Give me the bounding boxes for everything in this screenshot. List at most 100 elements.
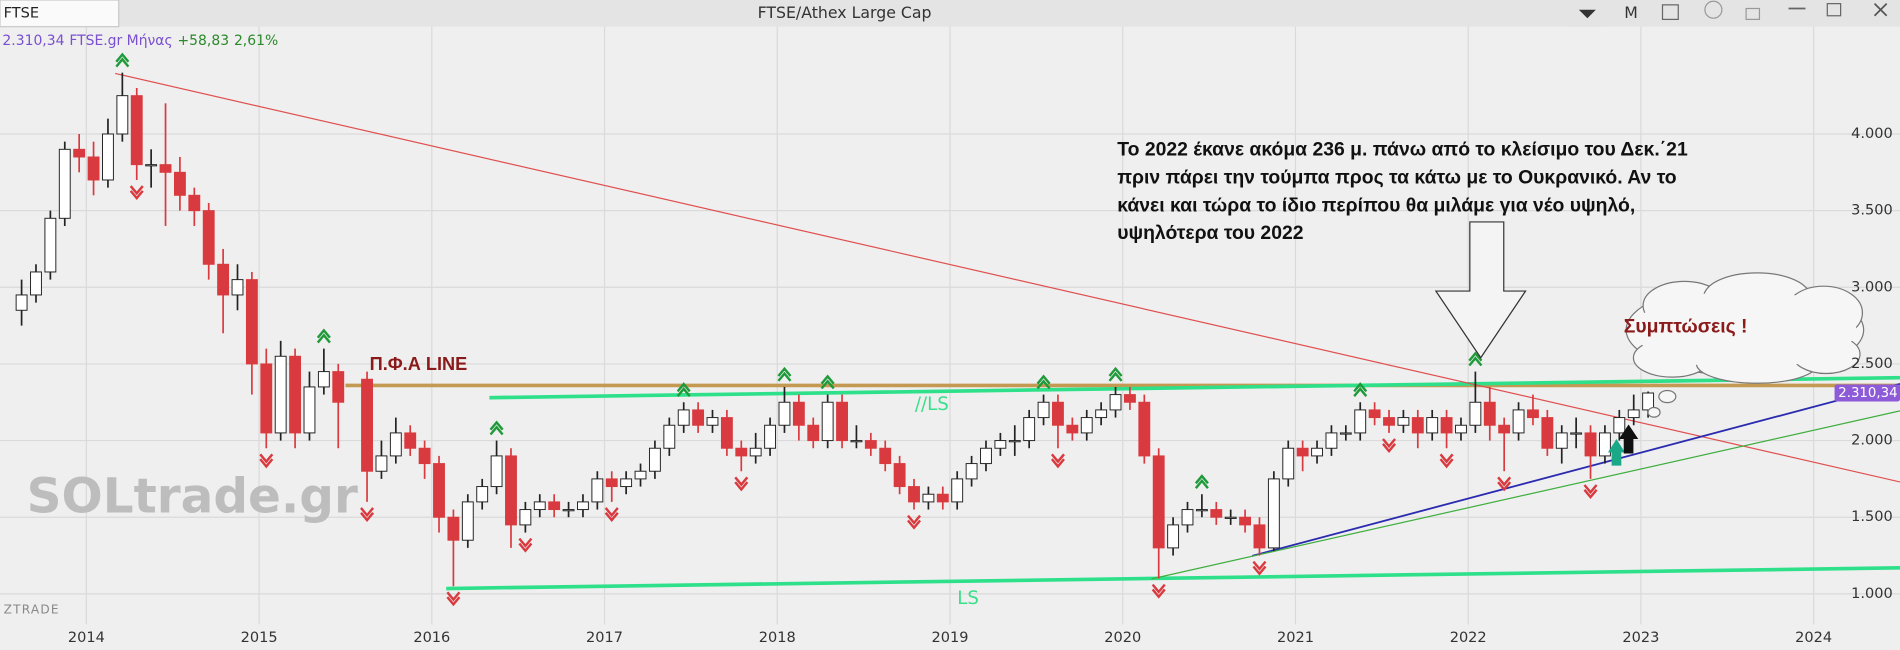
- candle-body: [836, 401, 848, 442]
- candle-body: [980, 447, 992, 465]
- up-signal: [676, 382, 691, 397]
- annotation-line: υψηλότερα του 2022: [1117, 222, 1303, 244]
- candle-body: [1123, 394, 1136, 403]
- cloud-label: Συμπτώσεις !: [1624, 316, 1748, 338]
- candle-body: [102, 133, 114, 181]
- candle-body: [303, 386, 316, 434]
- candle-body: [821, 401, 834, 442]
- candle-body: [1483, 401, 1496, 426]
- candle-body: [1570, 432, 1583, 435]
- candle-body: [30, 271, 42, 296]
- y-tick-label: 2.000: [1851, 433, 1893, 449]
- candle-body: [850, 440, 863, 443]
- x-tick-label: 2017: [586, 630, 623, 646]
- candle-body: [562, 509, 575, 512]
- up-signal: [1036, 374, 1051, 390]
- candle-body: [1527, 409, 1539, 419]
- window-icon[interactable]: [1661, 4, 1679, 21]
- up-signal: [1108, 366, 1123, 382]
- y-tick-label: 2.500: [1851, 356, 1893, 372]
- x-tick-label: 2014: [68, 630, 105, 646]
- toolbar: FTSE FTSE/Athex Large Cap M: [0, 0, 1900, 28]
- candle-body: [58, 148, 71, 219]
- candle-body: [548, 501, 561, 511]
- candle-body: [1426, 417, 1439, 434]
- candle-body: [1498, 424, 1511, 434]
- candle-body: [720, 417, 733, 449]
- candle-body: [1052, 401, 1064, 426]
- candle-body: [1411, 417, 1424, 434]
- candle-body: [505, 455, 517, 526]
- down-signal: [1583, 484, 1598, 499]
- down-signal: [1439, 453, 1454, 469]
- info-symbol: FTSE.gr Μήνας: [69, 33, 172, 49]
- candle-body: [1368, 409, 1381, 419]
- candle-body: [1138, 401, 1151, 457]
- candle-body: [1109, 394, 1122, 411]
- watermark: SOLtrade.gr: [27, 469, 358, 525]
- annotation-line: πριν πάρει την τούμπα προς τα κάτω με το…: [1117, 166, 1677, 188]
- y-tick-label: 3.000: [1851, 279, 1893, 295]
- up-signal: [489, 420, 504, 436]
- symbol-box[interactable]: [0, 0, 120, 28]
- candle-layer: [15, 52, 1655, 607]
- candle-body: [936, 493, 949, 503]
- x-tick-label: 2024: [1795, 630, 1832, 646]
- candle-body: [1181, 509, 1194, 526]
- trendline: [446, 565, 1900, 591]
- small-arrow: [1618, 424, 1639, 454]
- close-icon[interactable]: [1873, 3, 1888, 17]
- candle-body: [159, 164, 172, 173]
- candle-body: [15, 294, 28, 311]
- up-signal: [316, 328, 331, 344]
- up-signal: [1468, 351, 1483, 367]
- y-tick-label: 4.000: [1851, 126, 1893, 142]
- restore-icon[interactable]: [1826, 3, 1842, 17]
- lock-icon[interactable]: [1745, 7, 1761, 21]
- candle-body: [87, 156, 100, 181]
- candle-body: [922, 493, 935, 503]
- up-signal: [1353, 382, 1368, 397]
- candle-body: [461, 501, 474, 541]
- candle-body: [663, 424, 676, 449]
- trendline: [489, 375, 1900, 400]
- trendline: [1252, 382, 1900, 557]
- candle-body: [1339, 432, 1352, 435]
- candle-body: [490, 455, 503, 488]
- candle-body: [1282, 447, 1295, 480]
- candle-body: [1239, 516, 1252, 526]
- x-tick-label: 2019: [932, 630, 969, 646]
- down-signal: [129, 185, 144, 201]
- last-price-label: 2.310,34: [1838, 386, 1897, 401]
- help-icon[interactable]: [1704, 0, 1723, 19]
- up-signal: [777, 366, 792, 382]
- y-tick-label: 1.500: [1851, 509, 1893, 525]
- candle-body: [130, 95, 143, 166]
- down-signal: [604, 507, 619, 522]
- ls-upper-label: //LS: [915, 394, 949, 415]
- candle-body: [231, 279, 244, 296]
- candle-body: [792, 401, 805, 426]
- info-change: +58,83: [178, 33, 230, 49]
- candle-body: [994, 440, 1007, 449]
- x-tick-label: 2016: [413, 630, 450, 646]
- down-signal: [518, 537, 533, 553]
- pfa-label: Π.Φ.Α LINE: [370, 354, 468, 374]
- candle-body: [735, 447, 748, 457]
- candle-body: [404, 432, 417, 449]
- candle-body: [1267, 478, 1280, 549]
- candle-body: [1152, 455, 1165, 549]
- candle-body: [1080, 417, 1093, 434]
- candle-body: [1383, 417, 1395, 426]
- period-button[interactable]: M: [1624, 3, 1638, 22]
- candle-body: [217, 263, 230, 296]
- candle-body: [44, 217, 57, 273]
- candle-body: [73, 148, 86, 158]
- candle-body: [620, 478, 633, 488]
- candle-body: [260, 363, 273, 434]
- candle-body: [648, 447, 661, 472]
- x-tick-label: 2021: [1277, 630, 1314, 646]
- candle-body: [533, 501, 546, 511]
